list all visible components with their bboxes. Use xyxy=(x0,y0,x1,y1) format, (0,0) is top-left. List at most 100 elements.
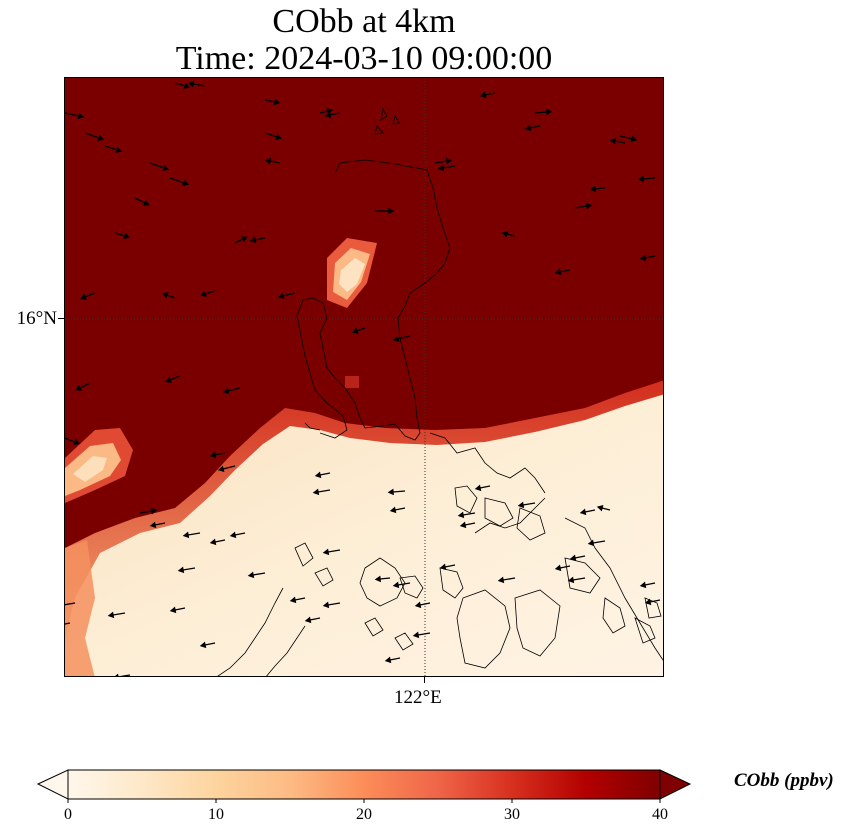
wind-vector-shaft xyxy=(252,572,266,576)
wind-vector-head xyxy=(115,673,119,676)
wind-vector-shaft xyxy=(649,599,661,603)
wind-vector-shaft xyxy=(572,577,586,581)
wind-vector-head xyxy=(579,508,587,516)
wind-vector-shaft xyxy=(84,132,100,139)
wind-vector-head xyxy=(162,164,170,171)
colorbar-extend-min xyxy=(36,769,69,800)
wind-vector-shaft xyxy=(65,602,76,606)
wind-vector-shaft xyxy=(559,565,571,569)
wind-vector-head xyxy=(187,80,195,88)
wind-vector-shaft xyxy=(419,602,431,606)
wind-vector-head xyxy=(384,656,392,664)
wind-vector-head xyxy=(304,616,312,624)
wind-vector-shaft xyxy=(442,165,456,169)
wind-vector-shaft xyxy=(166,294,176,299)
wind-vector-head xyxy=(314,471,322,479)
wind-vector-head xyxy=(165,376,172,383)
wind-vector-shaft xyxy=(319,110,329,114)
colorbar-tick-30: 30 xyxy=(504,806,520,823)
wind-vector-head xyxy=(609,137,617,145)
wind-vector-head xyxy=(142,199,150,206)
wind-vector-shaft xyxy=(327,602,341,606)
wind-vector-head xyxy=(75,384,83,391)
wind-vector-shaft xyxy=(84,292,96,298)
wind-vector-head xyxy=(275,133,283,140)
wind-vector-shaft xyxy=(601,507,611,511)
wind-vector-head xyxy=(457,511,465,519)
wind-vector-head xyxy=(199,290,207,297)
wind-vector-head xyxy=(351,327,359,334)
wind-vector-shaft xyxy=(522,502,536,506)
wind-vector-head xyxy=(644,598,652,606)
wind-vector-shaft xyxy=(204,642,216,646)
wind-vector-head xyxy=(414,601,422,609)
wind-vector-shaft xyxy=(234,238,244,244)
wind-vector-head xyxy=(324,111,332,119)
wind-vector-head xyxy=(554,564,562,572)
wind-vector-head xyxy=(479,91,487,99)
wind-vector-shaft xyxy=(187,532,201,536)
colorbar-label: CObb (ppbv) xyxy=(734,770,834,791)
wind-vector-head xyxy=(517,501,525,509)
wind-vector-head xyxy=(322,548,330,556)
wind-vector-head xyxy=(392,581,400,589)
wind-vector-shaft xyxy=(462,512,476,516)
wind-vector-head xyxy=(437,164,445,172)
map-title: CObb at 4km xyxy=(272,3,456,40)
wind-vector-shaft xyxy=(464,522,476,526)
coastlines xyxy=(217,107,663,676)
wind-vector-head xyxy=(277,292,285,300)
low-cobb-region xyxy=(65,394,663,676)
wind-vector-head xyxy=(387,488,394,496)
wind-vector-head xyxy=(217,465,225,473)
wind-vector-shaft xyxy=(169,177,185,184)
wind-vector-head xyxy=(183,82,191,89)
wind-vector-shaft xyxy=(574,555,586,559)
colorbar-extend-max xyxy=(659,769,692,800)
wind-vector-head xyxy=(229,531,237,539)
wind-vector-shaft xyxy=(389,657,401,661)
wind-vectors xyxy=(65,80,661,676)
wind-vector-shaft xyxy=(327,549,341,553)
lon-tick-label: 122°E xyxy=(394,687,442,708)
wind-vector-head xyxy=(637,175,644,183)
wind-vector-shaft xyxy=(234,532,246,536)
wind-vector-shaft xyxy=(479,485,491,489)
wind-vector-shaft xyxy=(169,375,181,381)
wind-vector-head xyxy=(107,611,115,619)
wind-vector-shaft xyxy=(254,237,266,241)
wind-vector-shaft xyxy=(534,111,548,114)
wind-vector-shaft xyxy=(614,140,626,144)
wind-vector-shaft xyxy=(192,83,206,87)
wind-vector-shaft xyxy=(114,232,126,237)
wind-vector-shaft xyxy=(154,522,166,526)
wind-vector-shaft xyxy=(356,327,366,332)
wind-vector-shaft xyxy=(134,197,146,204)
lat-tick-label: 16°N xyxy=(16,308,57,329)
map-subtitle-time: Time: 2024-03-10 09:00:00 xyxy=(175,40,553,77)
wind-vector-shaft xyxy=(317,489,331,493)
wind-vector-shaft xyxy=(79,382,91,389)
wind-vector-shaft xyxy=(120,674,131,676)
wind-vector-shaft xyxy=(65,112,80,117)
wind-vector-shaft xyxy=(104,145,118,151)
wind-vector-shaft xyxy=(174,607,186,611)
wind-vector-head xyxy=(589,185,596,193)
wind-vector-head xyxy=(161,292,169,299)
wind-vector-shaft xyxy=(227,387,241,392)
colorbar xyxy=(36,769,692,803)
wind-vector-head xyxy=(149,521,157,529)
wind-vector-head xyxy=(639,581,647,589)
wind-vector-shaft xyxy=(222,465,236,470)
map-panel[interactable] xyxy=(64,77,664,677)
wind-vector-shaft xyxy=(214,452,226,456)
wind-vector-shaft xyxy=(264,99,276,103)
small-patch xyxy=(345,376,359,388)
wind-vector-shaft xyxy=(269,160,281,164)
wind-vector-shaft xyxy=(379,577,391,580)
lat-tick-mark xyxy=(58,318,64,319)
wind-vector-head xyxy=(312,488,320,496)
wind-vector-head xyxy=(209,451,217,459)
wind-vector-shaft xyxy=(644,582,656,586)
wind-vector-shaft xyxy=(392,490,406,493)
